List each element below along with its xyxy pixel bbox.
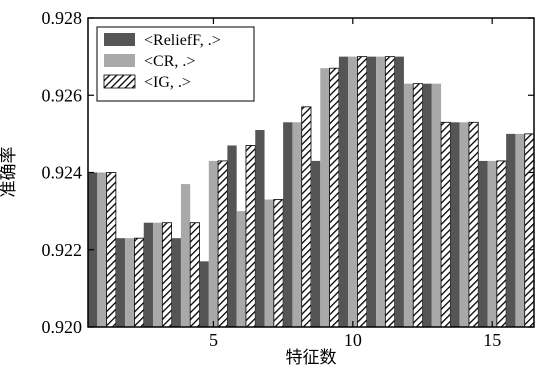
legend-swatch-1 bbox=[104, 33, 135, 46]
bar-1-6 bbox=[227, 145, 237, 327]
bar-1-3 bbox=[143, 222, 154, 327]
bar-1-9 bbox=[311, 160, 321, 327]
bar-1-16 bbox=[506, 133, 516, 328]
x-tick-label: 15 bbox=[483, 330, 501, 350]
bar-2-10 bbox=[348, 56, 358, 328]
bar-3-14 bbox=[468, 121, 479, 328]
bar-2-9 bbox=[320, 68, 330, 328]
bar-3-13 bbox=[440, 121, 451, 328]
y-tick-label: 0.928 bbox=[42, 8, 83, 28]
bar-2-7 bbox=[264, 199, 274, 327]
legend: <ReliefF, .> <CR, .> <IG, .> bbox=[96, 26, 255, 102]
legend-swatch-3 bbox=[103, 74, 136, 89]
x-axis-title: 特征数 bbox=[286, 348, 337, 368]
bar-1-2 bbox=[115, 238, 126, 327]
bar-2-11 bbox=[376, 56, 386, 328]
y-tick-label: 0.920 bbox=[42, 317, 83, 337]
x-tick-label: 10 bbox=[344, 330, 362, 350]
bar-1-11 bbox=[366, 56, 377, 328]
bar-3-4 bbox=[189, 222, 200, 328]
bar-2-12 bbox=[403, 83, 414, 327]
bar-1-5 bbox=[199, 261, 209, 327]
bar-1-8 bbox=[283, 122, 293, 327]
axis-ticks: 0.920 0.922 0.924 0.926 0.928 5 10 15 bbox=[42, 8, 534, 350]
bar-3-7 bbox=[273, 199, 284, 328]
bar-3-2 bbox=[134, 237, 145, 328]
bars-layer bbox=[88, 56, 535, 328]
legend-swatch-2 bbox=[104, 54, 135, 67]
bar-3-10 bbox=[357, 56, 368, 328]
bar-2-8 bbox=[292, 122, 302, 327]
bar-1-13 bbox=[422, 83, 432, 327]
bar-2-2 bbox=[125, 238, 135, 327]
bar-2-5 bbox=[208, 160, 219, 327]
bar-3-8 bbox=[301, 106, 312, 328]
bar-3-3 bbox=[161, 222, 173, 328]
bar-3-11 bbox=[384, 56, 396, 328]
bar-2-6 bbox=[236, 211, 246, 328]
bar-2-4 bbox=[180, 184, 191, 327]
y-tick-label: 0.922 bbox=[42, 240, 83, 260]
bar-3-9 bbox=[329, 67, 340, 328]
bar-3-12 bbox=[412, 83, 423, 328]
bar-1-4 bbox=[171, 238, 181, 327]
legend-label-2: <CR, .> bbox=[144, 53, 195, 70]
bar-1-15 bbox=[478, 160, 488, 327]
legend-label-1: <ReliefF, .> bbox=[144, 32, 221, 49]
bar-3-5 bbox=[217, 160, 228, 328]
y-tick-label: 0.926 bbox=[42, 85, 83, 105]
bar-1-7 bbox=[255, 130, 265, 327]
bar-2-13 bbox=[431, 83, 442, 327]
y-tick-label: 0.924 bbox=[42, 163, 83, 183]
bar-2-3 bbox=[153, 222, 163, 327]
bar-3-1 bbox=[106, 172, 117, 328]
legend-label-3: <IG, .> bbox=[144, 74, 191, 91]
bar-3-16 bbox=[524, 133, 535, 328]
bar-2-15 bbox=[487, 160, 497, 327]
bar-3-6 bbox=[245, 145, 256, 328]
x-tick-label: 5 bbox=[209, 330, 218, 350]
bar-2-1 bbox=[97, 172, 107, 327]
bar-2-14 bbox=[459, 122, 469, 327]
bar-1-14 bbox=[450, 122, 460, 327]
bar-1-12 bbox=[394, 56, 404, 328]
y-axis-title: 准确率 bbox=[0, 147, 19, 198]
bar-1-10 bbox=[338, 56, 349, 328]
bar-3-15 bbox=[496, 160, 507, 328]
bar-2-16 bbox=[515, 133, 525, 328]
